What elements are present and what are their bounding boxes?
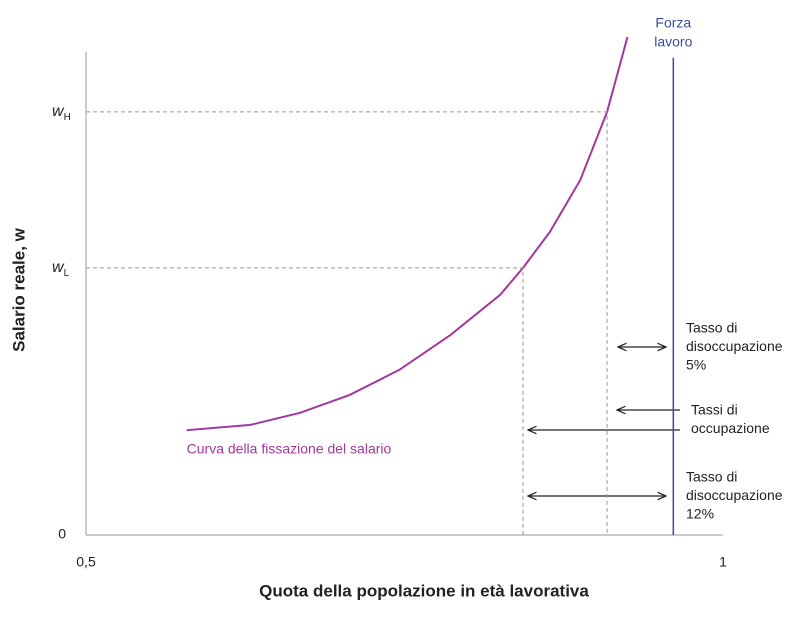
x-tick-label: 1 — [719, 554, 727, 570]
y-tick-label: wL — [52, 259, 70, 278]
curve-label: Curva della fissazione del salario — [187, 441, 392, 457]
tick-symbol: w — [52, 259, 65, 276]
guide-line — [86, 267, 524, 535]
annotation: Tasso di — [686, 320, 737, 336]
y-tick-label: wH — [52, 103, 71, 122]
annotation: occupazione — [691, 420, 770, 436]
annotation: Tasso di — [686, 469, 737, 485]
x-axis-title: Quota della popolazione in età lavorativ… — [259, 581, 589, 600]
annotation: disoccupazione — [686, 487, 783, 503]
annotation: 12% — [686, 506, 714, 522]
tick-subscript: L — [64, 268, 70, 279]
labor-force-label: Forza — [655, 15, 691, 31]
guide-line — [86, 111, 608, 535]
y-axis-title: Salario reale, w — [9, 227, 28, 352]
annotation: Tassi di — [691, 402, 738, 418]
y-tick-label: 0 — [58, 526, 66, 542]
labor-force-label: lavoro — [654, 34, 692, 50]
curve — [186, 36, 629, 432]
annotation: 5% — [686, 357, 706, 373]
annotation: disoccupazione — [686, 338, 783, 354]
x-tick-label: 0,5 — [76, 554, 96, 570]
tick-subscript: H — [64, 112, 71, 123]
tick-symbol: w — [52, 103, 65, 120]
